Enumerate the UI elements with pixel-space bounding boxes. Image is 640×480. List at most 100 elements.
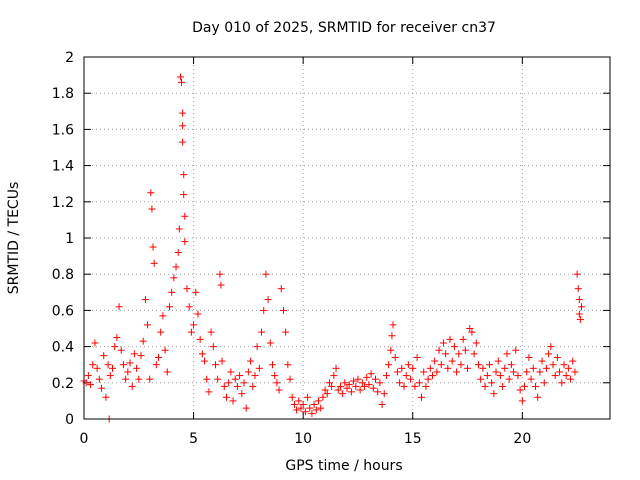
data-point (558, 379, 566, 387)
x-tick-label: 5 (189, 431, 198, 447)
data-point (468, 328, 476, 336)
data-point (98, 384, 106, 392)
data-point (306, 404, 314, 412)
x-tick-label: 0 (80, 431, 89, 447)
data-point (308, 410, 316, 418)
data-point (321, 386, 329, 394)
data-point (569, 357, 577, 365)
data-point (369, 384, 377, 392)
data-point (341, 379, 349, 387)
data-point (187, 328, 195, 336)
data-point (181, 212, 189, 220)
data-point (556, 368, 564, 376)
data-point (198, 350, 206, 358)
data-point (433, 368, 441, 376)
data-point (365, 381, 373, 389)
data-point (172, 263, 180, 271)
data-point (516, 386, 524, 394)
data-point (371, 375, 379, 383)
data-point (536, 368, 544, 376)
data-point (501, 364, 509, 372)
data-point (141, 296, 149, 304)
data-point (503, 350, 511, 358)
data-point (312, 406, 320, 414)
data-point (575, 296, 583, 304)
data-point (485, 361, 493, 369)
data-point (402, 372, 410, 380)
x-tick-label: 10 (294, 431, 312, 447)
data-point (575, 310, 583, 318)
data-point (388, 332, 396, 340)
data-point (512, 346, 520, 354)
data-point (264, 296, 272, 304)
data-point (560, 361, 568, 369)
data-point (477, 375, 485, 383)
data-point (180, 171, 188, 179)
data-point (521, 382, 529, 390)
data-point (428, 372, 436, 380)
x-tick-label: 15 (404, 431, 422, 447)
data-point (459, 335, 467, 343)
data-point (571, 368, 579, 376)
data-point (527, 375, 535, 383)
data-point (529, 364, 537, 372)
data-point (461, 346, 469, 354)
data-point (266, 339, 274, 347)
data-point (222, 393, 230, 401)
data-point (100, 352, 108, 360)
data-point (492, 368, 500, 376)
data-point (159, 312, 167, 320)
axis-ticks: 00.20.40.60.811.21.41.61.820 5 10 15 20 (52, 50, 610, 447)
data-point (113, 334, 121, 342)
data-point (374, 388, 382, 396)
y-tick-label: 0.2 (52, 376, 74, 392)
data-point (117, 346, 125, 354)
data-point (479, 364, 487, 372)
data-point (553, 353, 561, 361)
x-tick-label: 20 (513, 431, 531, 447)
data-point (299, 401, 307, 409)
data-point (277, 285, 285, 293)
data-point (450, 343, 458, 351)
data-point (236, 372, 244, 380)
y-tick-label: 1.2 (52, 195, 74, 211)
data-point (411, 382, 419, 390)
data-point (217, 281, 225, 289)
data-point (545, 350, 553, 358)
data-point (240, 379, 248, 387)
data-point (466, 325, 474, 332)
data-point (180, 191, 188, 199)
data-point (472, 339, 480, 347)
data-point (179, 138, 187, 146)
data-point (415, 379, 423, 387)
data-point (347, 388, 355, 396)
data-point (260, 306, 268, 314)
data-point (413, 353, 421, 361)
data-point (325, 379, 333, 387)
data-point (148, 205, 156, 213)
data-point (168, 288, 176, 296)
data-point (361, 382, 369, 390)
data-point (393, 368, 401, 376)
grid-lines (84, 57, 610, 419)
data-point (290, 401, 298, 409)
data-point (435, 346, 443, 354)
data-point (201, 357, 209, 365)
data-point (247, 357, 255, 365)
data-points (80, 73, 586, 423)
data-point (382, 372, 390, 380)
data-point (146, 375, 154, 383)
data-point (448, 357, 456, 365)
data-point (93, 364, 101, 372)
data-point (282, 328, 290, 336)
data-point (161, 346, 169, 354)
data-point (363, 373, 371, 381)
data-point (238, 390, 246, 398)
x-axis-label: GPS time / hours (285, 458, 402, 474)
data-point (273, 379, 281, 387)
data-point (573, 270, 581, 278)
plot-frame (83, 56, 611, 420)
data-point (150, 259, 158, 267)
data-point (385, 361, 393, 369)
y-tick-label: 1.8 (52, 86, 74, 102)
